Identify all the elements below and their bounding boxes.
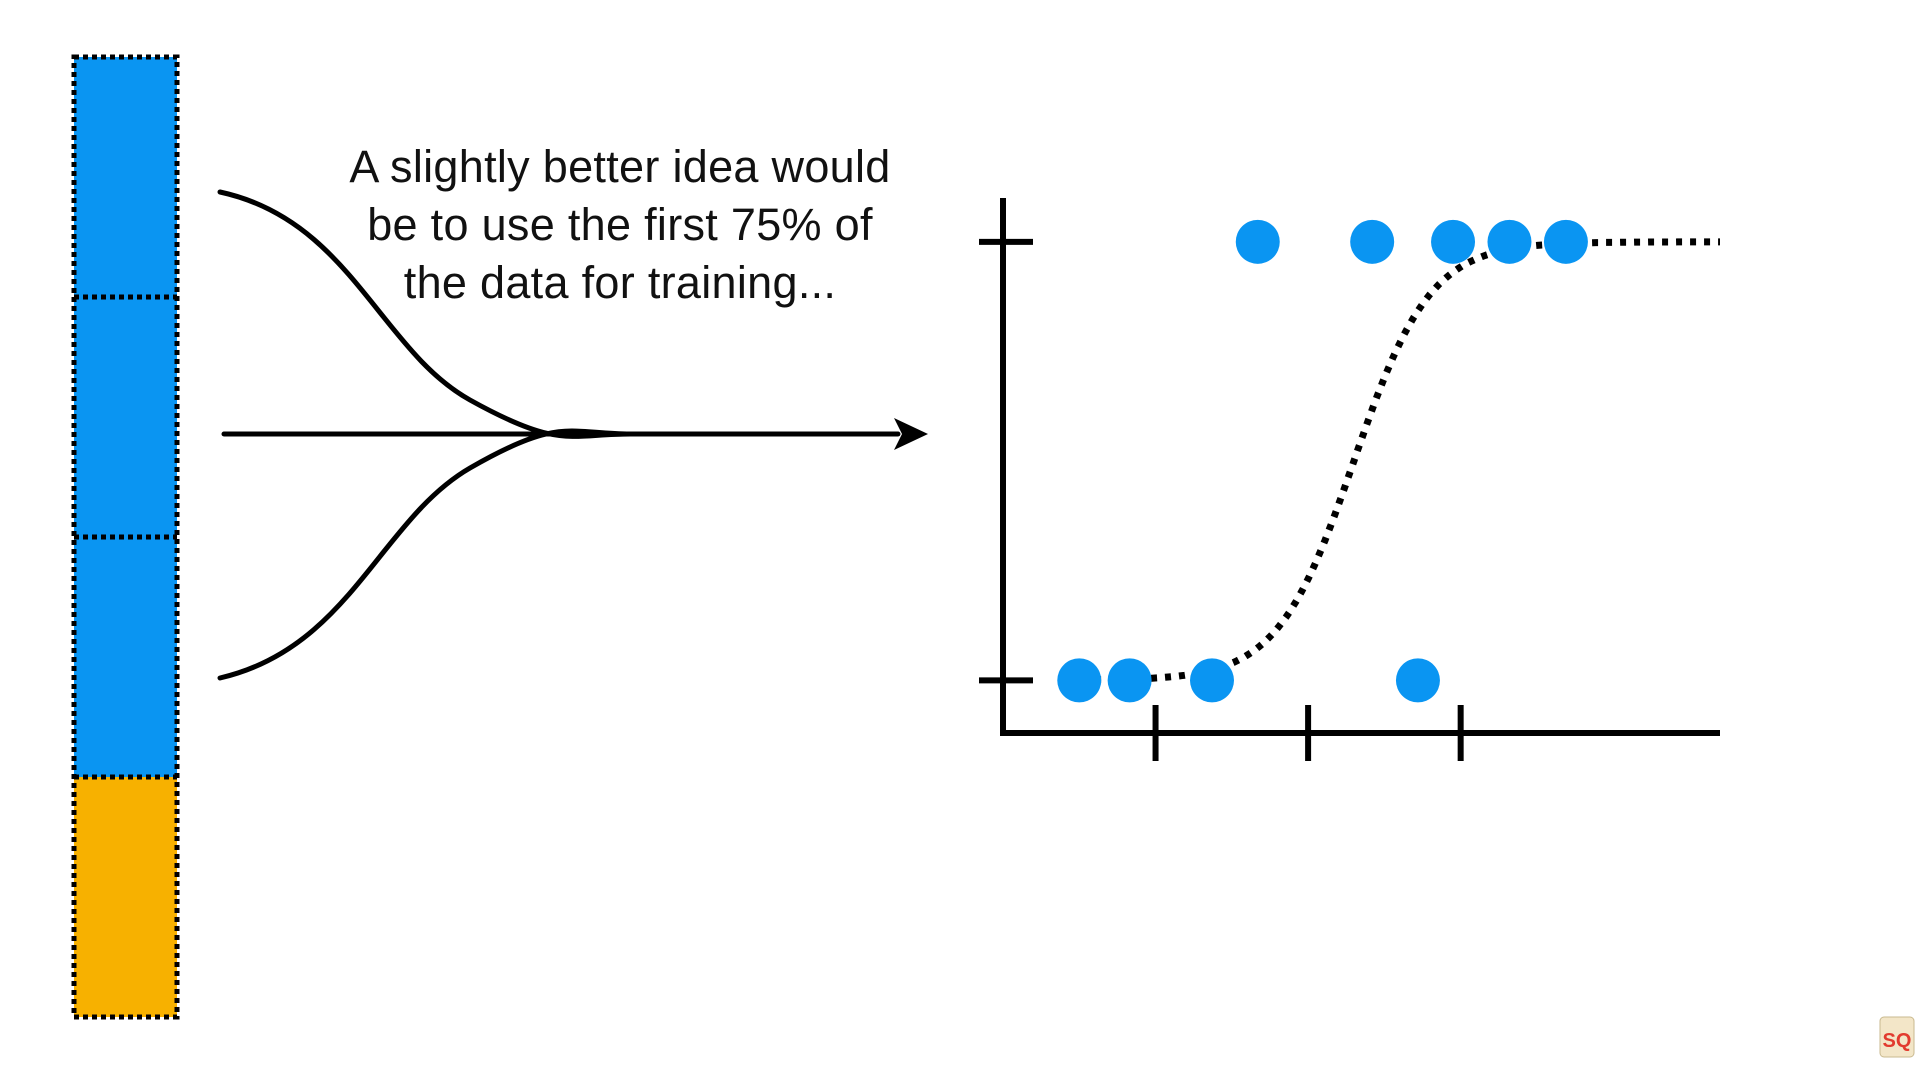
logo-background — [1879, 1016, 1915, 1058]
data-point — [1350, 219, 1395, 264]
testing-block — [74, 777, 177, 1017]
data-bar — [71, 54, 180, 1020]
data-point — [1543, 219, 1588, 264]
logistic-plot — [979, 198, 1720, 761]
training-block-2 — [74, 297, 177, 537]
arrow-head — [894, 418, 928, 450]
caption: A slightly better idea would be to use t… — [300, 138, 940, 312]
data-points — [1057, 219, 1588, 703]
data-point — [1395, 658, 1440, 703]
logo-text: SQ — [1883, 1030, 1912, 1052]
caption-line-3: the data for training... — [403, 257, 837, 308]
data-point — [1487, 219, 1532, 264]
logistic-curve — [1067, 238, 1720, 684]
logo-badge: SQ — [1879, 1016, 1915, 1058]
y-ticks — [979, 238, 1033, 684]
training-block-1 — [74, 57, 177, 297]
training-block-3 — [74, 537, 177, 777]
data-point — [1189, 658, 1234, 703]
caption-line-2: be to use the first 75% of — [367, 199, 873, 250]
data-point — [1107, 658, 1152, 703]
x-ticks — [1152, 705, 1464, 761]
data-point — [1431, 219, 1476, 264]
data-point — [1235, 219, 1280, 264]
data-point — [1057, 658, 1102, 703]
arrow-curve-bottom — [217, 428, 633, 681]
caption-line-1: A slightly better idea would — [349, 141, 891, 192]
merge-arrows — [217, 189, 901, 681]
